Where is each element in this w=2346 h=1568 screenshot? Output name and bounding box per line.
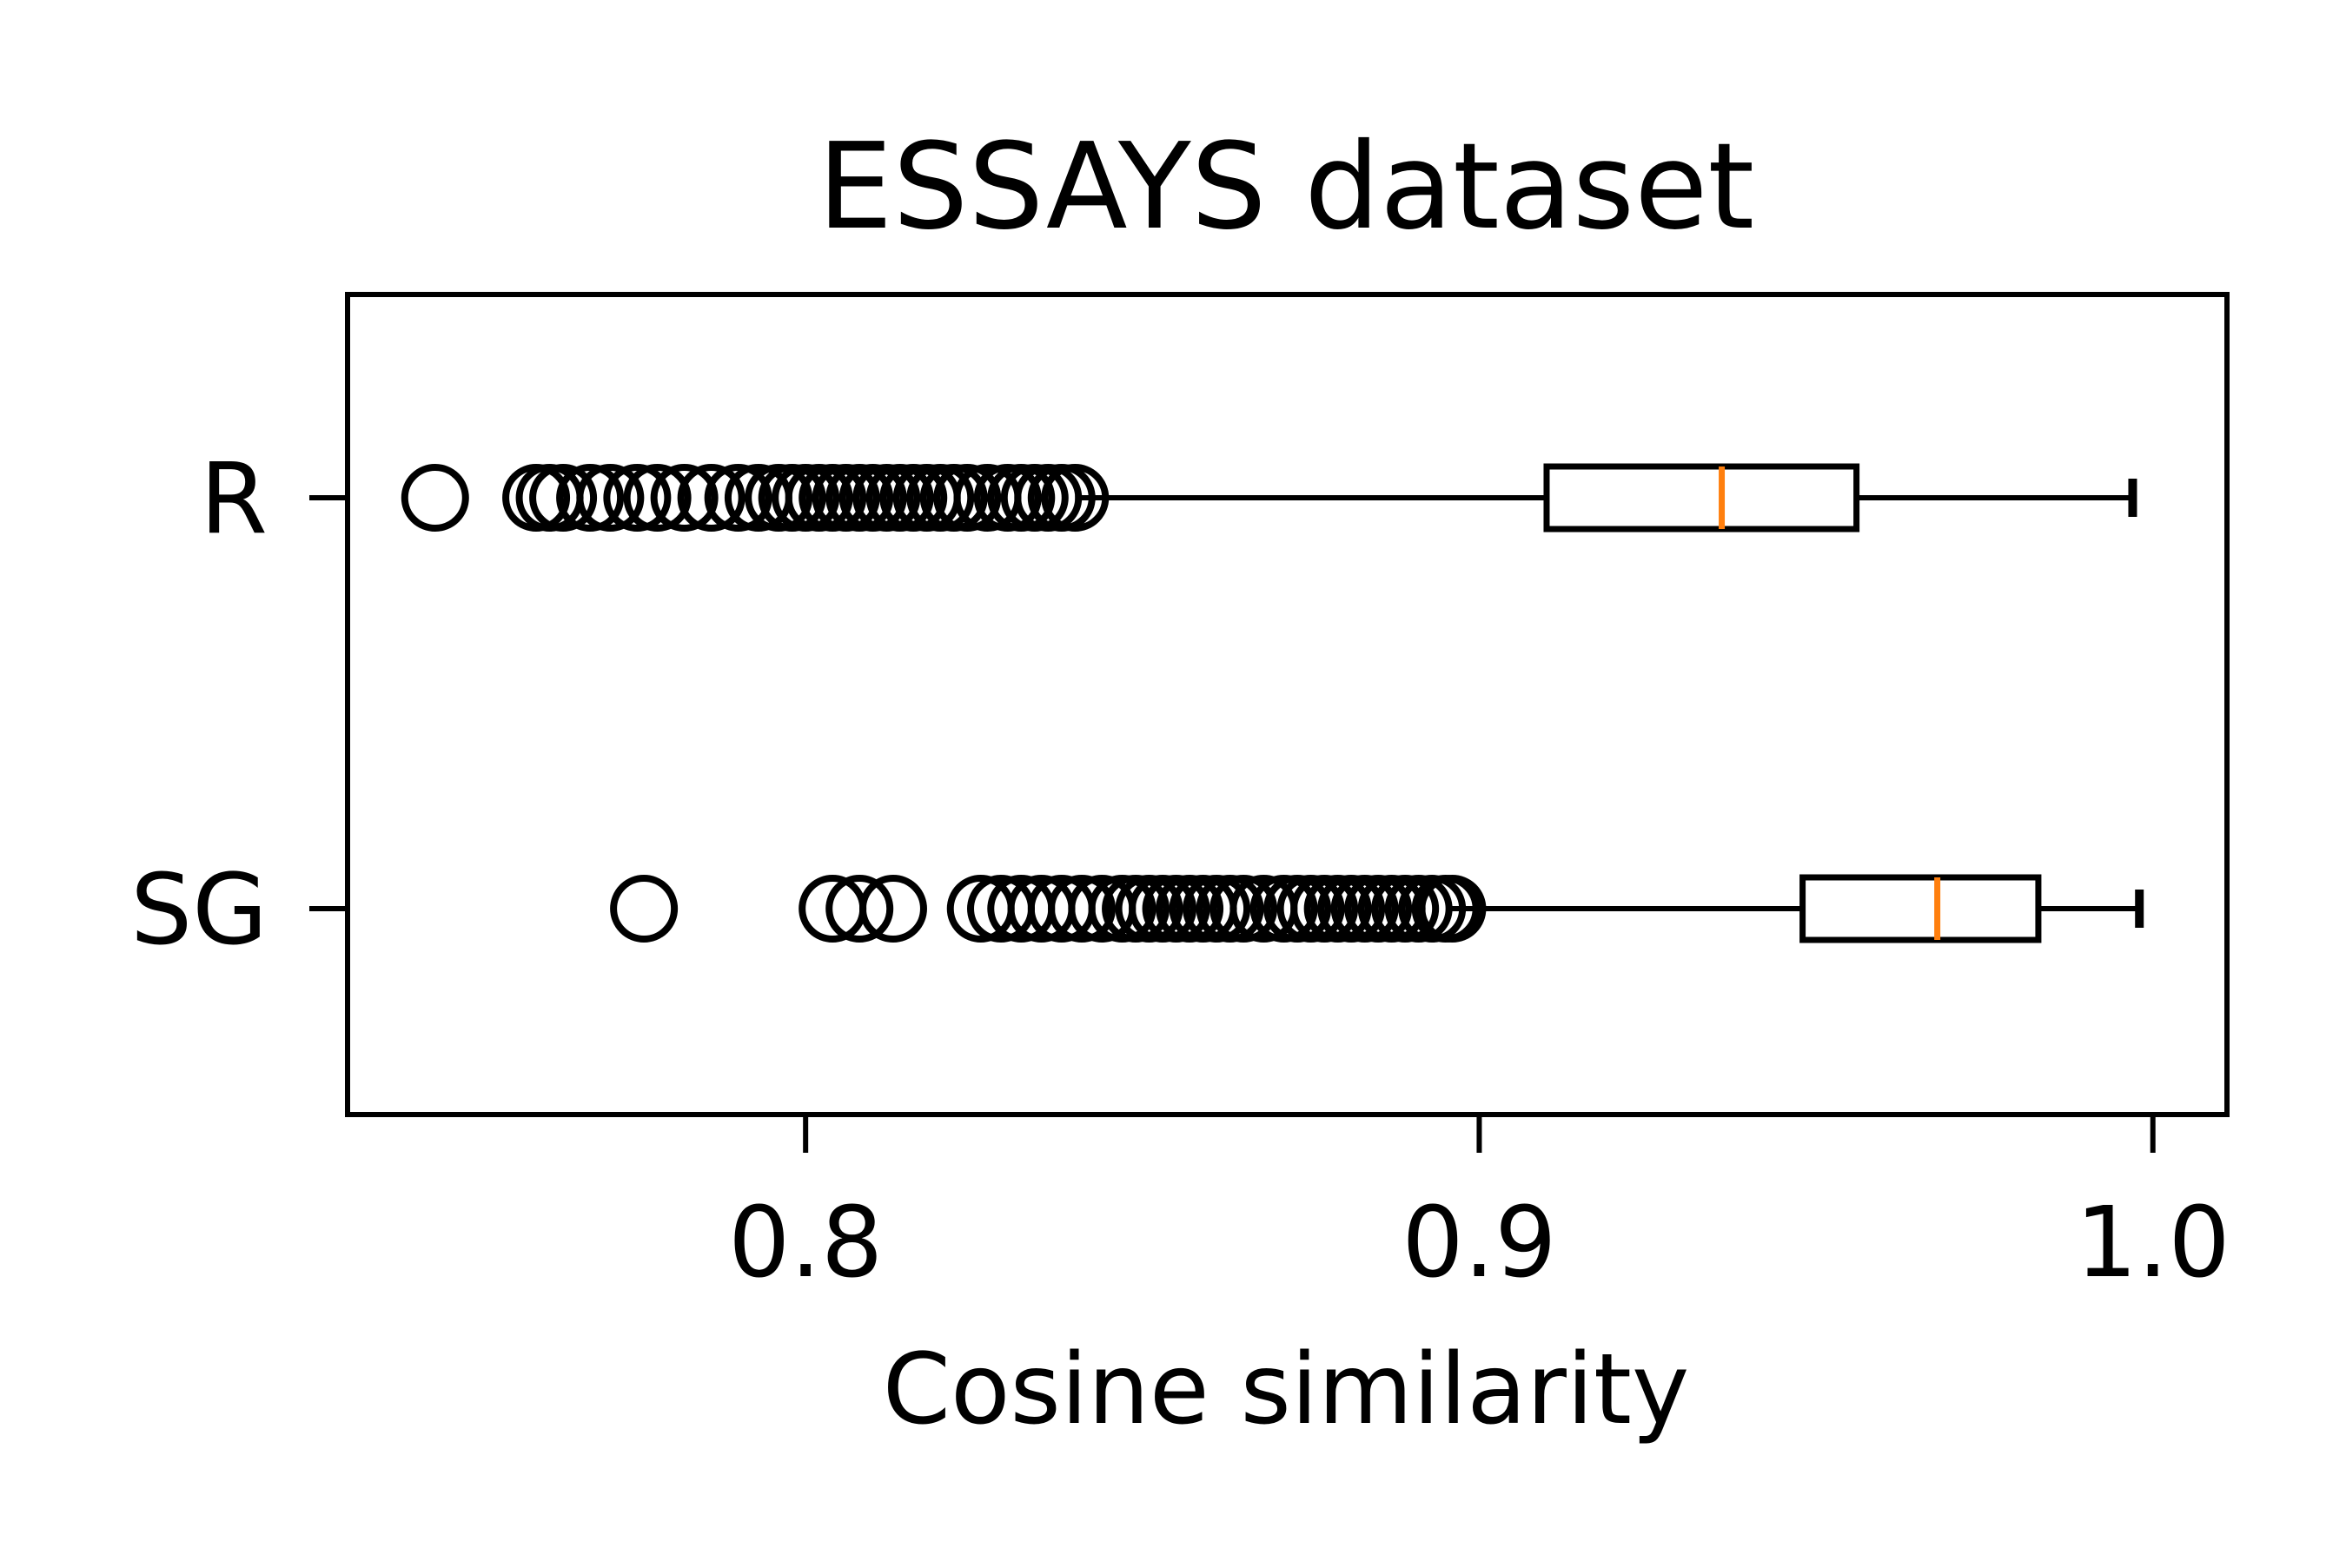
plot-area: 0.8 0.9 1.0 R SG <box>130 292 2230 1300</box>
outlier-point-r <box>1041 464 1110 532</box>
outlier-point-sg <box>1418 875 1487 943</box>
x-tick-label: 0.9 <box>1402 1187 1556 1300</box>
outlier-point-sg <box>1209 875 1278 943</box>
box-r <box>1543 463 1860 533</box>
outlier-point-r <box>556 464 625 532</box>
outlier-point-r <box>933 464 1002 532</box>
box-sg <box>1799 874 2042 943</box>
outlier-point-sg <box>610 875 679 943</box>
x-tick-label: 0.8 <box>728 1187 883 1300</box>
outlier-point-r <box>623 464 692 532</box>
x-tick-label: 1.0 <box>2076 1187 2230 1300</box>
outlier-point-sg <box>858 875 927 943</box>
x-axis-label: Cosine similarity <box>883 1333 1689 1446</box>
outlier-point-r <box>704 464 772 532</box>
outlier-point-r <box>650 464 719 532</box>
outlier-point-r <box>401 464 469 532</box>
y-tick-label: SG <box>130 854 268 967</box>
outlier-point-r <box>529 464 598 532</box>
outlier-point-r <box>677 464 746 532</box>
y-tick-label: R <box>200 443 268 556</box>
outlier-point-r <box>603 464 672 532</box>
outlier-point-r <box>576 464 645 532</box>
outlier-point-sg <box>825 875 894 943</box>
chart-title: ESSAYS dataset <box>818 118 1754 256</box>
plot-frame <box>345 292 2230 1117</box>
outlier-point-sg <box>1048 875 1117 943</box>
